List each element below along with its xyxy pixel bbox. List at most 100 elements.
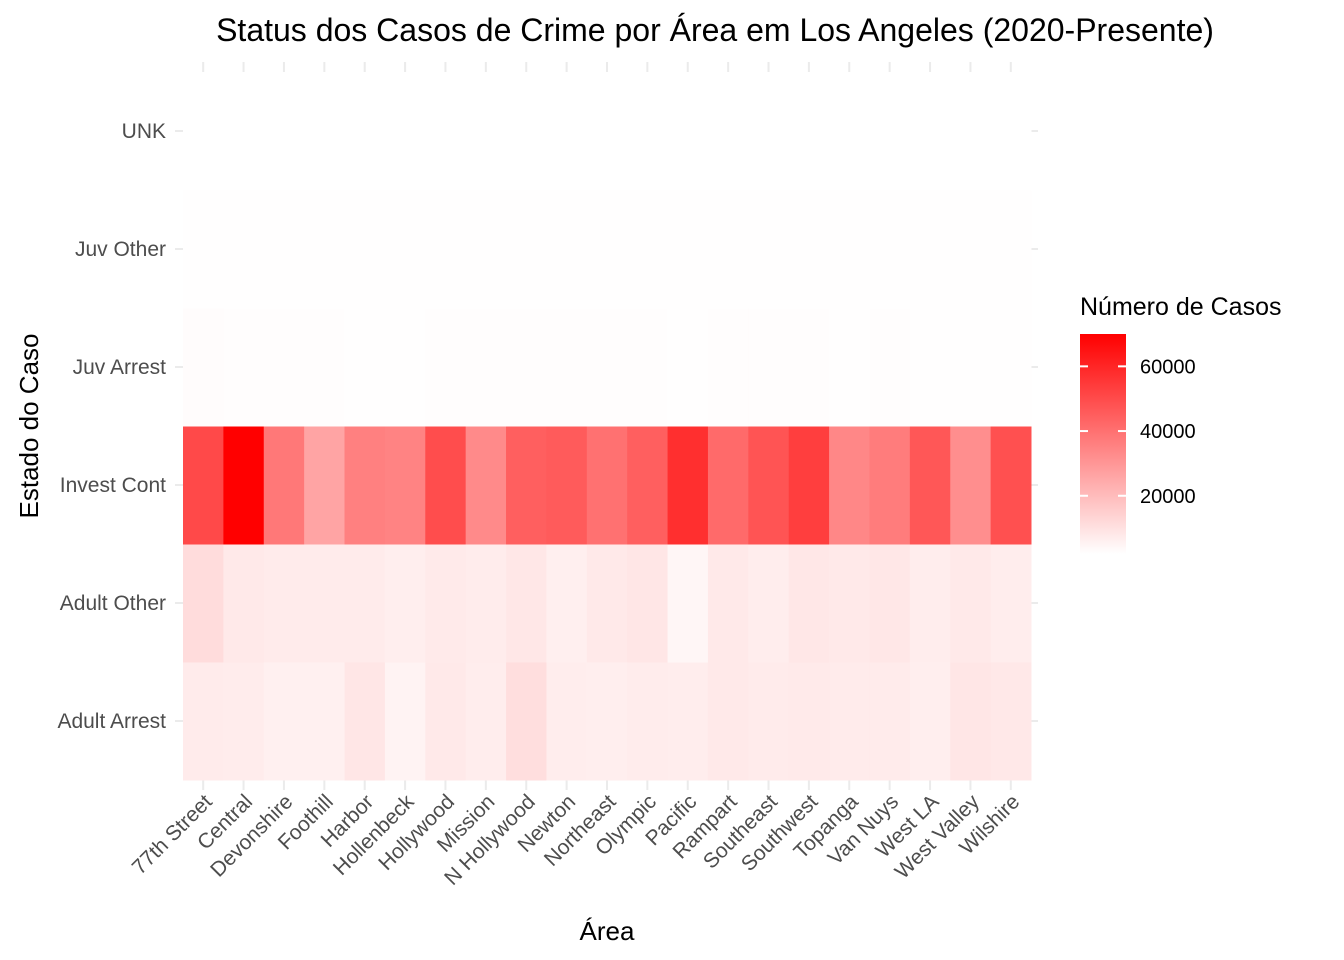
legend-ticks: 20000 40000 60000 bbox=[1080, 356, 1196, 508]
heatmap-cell bbox=[425, 190, 467, 309]
heatmap-cell bbox=[909, 426, 951, 545]
heatmap-cell bbox=[909, 662, 951, 781]
heatmap-cell bbox=[869, 72, 911, 191]
heatmap-cell bbox=[465, 190, 507, 309]
y-tick-label: Adult Arrest bbox=[57, 710, 166, 733]
heatmap-cell bbox=[788, 308, 830, 427]
y-tick-label: UNK bbox=[122, 120, 166, 143]
heatmap-cell bbox=[950, 72, 992, 191]
y-axis-title: Estado do Caso bbox=[14, 333, 44, 518]
heatmap-cell bbox=[586, 190, 628, 309]
heatmap-cell bbox=[748, 544, 790, 663]
heatmap-cell bbox=[909, 190, 951, 309]
heatmap-cell bbox=[425, 426, 467, 545]
heatmap-cell bbox=[909, 544, 951, 663]
heatmap-cell bbox=[829, 72, 870, 191]
heatmap-cell bbox=[546, 72, 588, 191]
heatmap-cell bbox=[990, 544, 1032, 663]
heatmap-cell bbox=[950, 544, 992, 663]
heatmap-cell bbox=[667, 308, 709, 427]
heatmap-cell bbox=[506, 544, 547, 663]
heatmap-cell bbox=[546, 190, 588, 309]
heatmap-cell bbox=[869, 308, 911, 427]
heatmap-cell bbox=[586, 308, 628, 427]
heatmap-cell bbox=[788, 544, 830, 663]
heatmap-cell bbox=[263, 308, 305, 427]
heatmap-cell bbox=[223, 72, 265, 191]
heatmap-cell bbox=[304, 190, 346, 309]
heatmap-cell bbox=[707, 426, 749, 545]
heatmap-cell bbox=[748, 662, 790, 781]
x-axis-ticks: 77th StreetCentralDevonshireFoothillHarb… bbox=[128, 790, 1025, 890]
heatmap-cell bbox=[304, 426, 346, 545]
chart-title: Status dos Casos de Crime por Área em Lo… bbox=[216, 12, 1214, 48]
heatmap-cell bbox=[788, 426, 830, 545]
heatmap-cell bbox=[707, 308, 749, 427]
y-axis-ticks: Adult Arrest Adult Other Invest Cont Juv Ar… bbox=[57, 120, 166, 733]
heatmap-cell bbox=[506, 308, 547, 427]
heatmap-cell bbox=[304, 544, 346, 663]
heatmap-cell bbox=[586, 426, 628, 545]
heatmap-cell bbox=[667, 72, 709, 191]
heatmap-cell bbox=[829, 544, 870, 663]
heatmap-cells bbox=[183, 72, 1032, 781]
heatmap-cell bbox=[990, 662, 1032, 781]
heatmap-cell bbox=[829, 426, 870, 545]
heatmap-cell bbox=[990, 190, 1032, 309]
heatmap-cell bbox=[748, 190, 790, 309]
heatmap-cell bbox=[425, 662, 467, 781]
heatmap-cell bbox=[344, 72, 386, 191]
x-axis-title: Área bbox=[580, 916, 635, 946]
heatmap-cell bbox=[990, 426, 1032, 545]
heatmap-cell bbox=[263, 190, 305, 309]
heatmap-cell bbox=[506, 662, 547, 781]
heatmap-cell bbox=[384, 544, 426, 663]
heatmap-cell bbox=[707, 662, 749, 781]
heatmap-cell bbox=[506, 426, 547, 545]
heatmap-cell bbox=[425, 72, 467, 191]
heatmap-cell bbox=[183, 426, 224, 545]
heatmap-cell bbox=[990, 308, 1032, 427]
heatmap-cell bbox=[546, 544, 588, 663]
heatmap-cell bbox=[384, 72, 426, 191]
heatmap-cell bbox=[344, 190, 386, 309]
heatmap-cell bbox=[384, 190, 426, 309]
heatmap-cell bbox=[465, 426, 507, 545]
heatmap-cell bbox=[829, 662, 870, 781]
heatmap-cell bbox=[425, 544, 467, 663]
heatmap-cell bbox=[627, 544, 669, 663]
heatmap-cell bbox=[546, 426, 588, 545]
heatmap-cell bbox=[223, 190, 265, 309]
heatmap-cell bbox=[183, 190, 224, 309]
heatmap-cell bbox=[788, 72, 830, 191]
color-legend: Número de Casos 20000 40000 60000 bbox=[1080, 293, 1281, 554]
heatmap-cell bbox=[384, 308, 426, 427]
heatmap-cell bbox=[506, 190, 547, 309]
heatmap-cell bbox=[748, 308, 790, 427]
heatmap-cell bbox=[707, 544, 749, 663]
heatmap-cell bbox=[344, 544, 386, 663]
heatmap-cell bbox=[506, 72, 547, 191]
heatmap-cell bbox=[183, 662, 224, 781]
heatmap-cell bbox=[869, 426, 911, 545]
heatmap-cell bbox=[263, 662, 305, 781]
heatmap-cell bbox=[667, 544, 709, 663]
heatmap-cell bbox=[384, 662, 426, 781]
heatmap-cell bbox=[465, 308, 507, 427]
heatmap-cell bbox=[304, 308, 346, 427]
heatmap-cell bbox=[304, 662, 346, 781]
heatmap-cell bbox=[263, 72, 305, 191]
heatmap-cell bbox=[869, 190, 911, 309]
heatmap-cell bbox=[627, 426, 669, 545]
heatmap-cell bbox=[667, 662, 709, 781]
y-tick-label: Juv Other bbox=[75, 238, 166, 261]
heatmap-cell bbox=[546, 308, 588, 427]
heatmap-cell bbox=[909, 72, 951, 191]
heatmap-cell bbox=[667, 426, 709, 545]
heatmap-cell bbox=[546, 662, 588, 781]
heatmap-cell bbox=[223, 544, 265, 663]
legend-tick-label: 60000 bbox=[1140, 356, 1196, 378]
heatmap-cell bbox=[627, 190, 669, 309]
heatmap-cell bbox=[950, 426, 992, 545]
